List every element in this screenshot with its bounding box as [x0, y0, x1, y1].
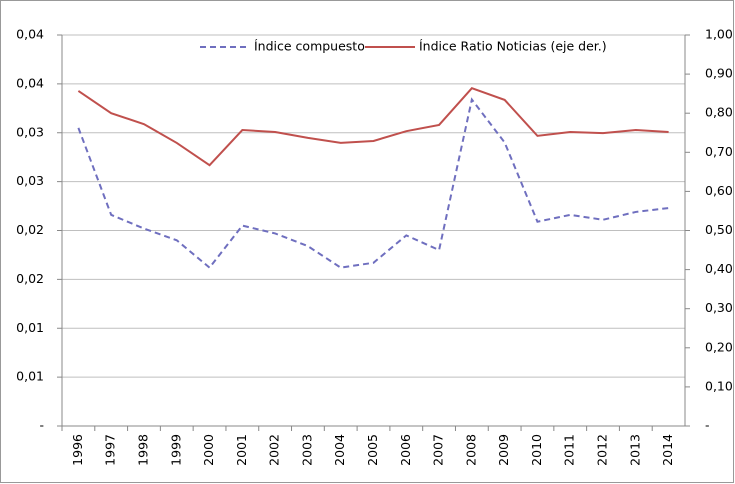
y-tick-label: - — [39, 418, 44, 433]
y2-tick-label: 0,50 — [705, 222, 733, 237]
x-tick-label: 2009 — [496, 434, 511, 466]
y2-tick-label: 1,00 — [705, 27, 733, 42]
y-tick-label: 0,04 — [16, 75, 44, 90]
x-tick-label: 2000 — [201, 434, 216, 466]
x-tick-label: 2014 — [660, 434, 675, 466]
x-tick-label: 1996 — [70, 434, 85, 466]
x-tick-label: 1997 — [103, 434, 118, 466]
x-tick-label: 2001 — [234, 434, 249, 466]
x-tick-label: 2012 — [595, 434, 610, 466]
y-tick-label: 0,04 — [16, 27, 44, 42]
y2-tick-label: 0,70 — [705, 144, 733, 159]
y2-tick-label: - — [705, 418, 710, 433]
y2-tick-label: 0,10 — [705, 378, 733, 393]
x-tick-label: 2005 — [365, 434, 380, 466]
y-tick-label: 0,01 — [16, 369, 44, 384]
y2-tick-label: 0,80 — [705, 105, 733, 120]
y-tick-label: 0,02 — [16, 271, 44, 286]
y2-tick-label: 0,90 — [705, 66, 733, 81]
x-tick-label: 2006 — [398, 434, 413, 466]
y2-tick-label: 0,40 — [705, 261, 733, 276]
x-tick-label: 2003 — [299, 434, 314, 466]
y2-tick-label: 0,20 — [705, 339, 733, 354]
y-tick-label: 0,01 — [16, 320, 44, 335]
y-tick-label: 0,03 — [16, 173, 44, 188]
series-line — [77, 87, 669, 167]
x-tick-label: 2008 — [463, 434, 478, 466]
y2-tick-label: 0,30 — [705, 300, 733, 315]
y-tick-label: 0,03 — [16, 124, 44, 139]
x-tick-label: 2007 — [431, 434, 446, 466]
y-tick-label: 0,02 — [16, 222, 44, 237]
legend-label: Índice compuesto — [254, 39, 365, 54]
x-tick-label: 2004 — [332, 434, 347, 466]
x-tick-label: 1999 — [168, 434, 183, 466]
legend-label: Índice Ratio Noticias (eje der.) — [419, 39, 607, 54]
x-tick-label: 2010 — [529, 434, 544, 466]
x-tick-label: 2011 — [562, 434, 577, 466]
x-tick-label: 2013 — [627, 434, 642, 466]
series-line — [77, 97, 669, 270]
x-tick-label: 2002 — [267, 434, 282, 466]
y2-tick-label: 0,60 — [705, 183, 733, 198]
x-tick-label: 1998 — [135, 434, 150, 466]
